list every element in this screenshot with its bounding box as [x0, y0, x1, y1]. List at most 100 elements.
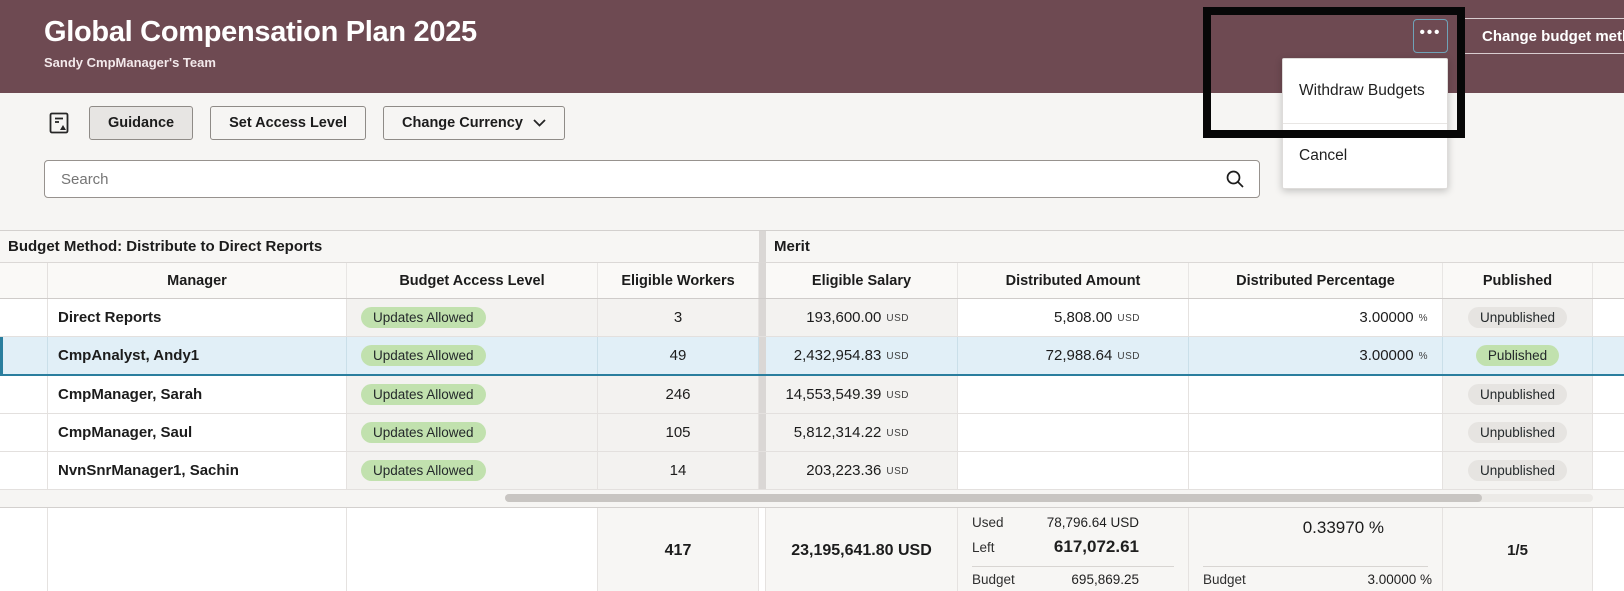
- change-currency-label: Change Currency: [402, 115, 523, 131]
- menu-item-cancel[interactable]: Cancel: [1299, 147, 1348, 164]
- manager-cell[interactable]: CmpManager, Saul: [48, 414, 347, 451]
- access-level-footer-cell: [347, 508, 598, 591]
- distributed-percentage-cell[interactable]: 3.00000%: [1189, 299, 1443, 336]
- eligible-workers-cell: 14: [598, 452, 759, 489]
- published-badge: Unpublished: [1467, 460, 1568, 481]
- table-row[interactable]: Direct Reports Updates Allowed 3 193,600…: [0, 299, 1624, 337]
- ellipsis-icon: •••: [1419, 24, 1442, 41]
- search-bar: [44, 160, 1260, 198]
- manager-cell[interactable]: NvnSnrManager1, Sachin: [48, 452, 347, 489]
- merit-group-label: Merit: [774, 238, 810, 255]
- left-value: 617,072.61: [1053, 537, 1139, 556]
- more-actions-button[interactable]: •••: [1413, 19, 1448, 53]
- access-level-cell: Updates Allowed: [347, 337, 598, 374]
- set-access-level-button[interactable]: Set Access Level: [210, 106, 367, 140]
- change-budget-method-button[interactable]: Change budget method: [1460, 18, 1624, 54]
- published-badge: Published: [1475, 345, 1560, 366]
- currency-suffix: USD: [1117, 313, 1140, 324]
- distributed-percentage-cell[interactable]: 3.00000%: [1189, 337, 1443, 374]
- page-subtitle: Sandy CmpManager's Team: [44, 55, 216, 70]
- change-currency-button[interactable]: Change Currency: [383, 106, 565, 140]
- distributed-amount-column-header[interactable]: Distributed Amount: [958, 263, 1189, 298]
- distributed-percentage-cell[interactable]: [1189, 414, 1443, 451]
- budget-label: Budget: [1203, 572, 1246, 587]
- total-eligible-workers: 417: [598, 508, 759, 591]
- table-row[interactable]: CmpAnalyst, Andy1 Updates Allowed 49 2,4…: [0, 337, 1624, 376]
- published-cell: Unpublished: [1443, 414, 1593, 451]
- eligible-salary-cell: 14,553,549.39 USD: [766, 376, 958, 413]
- column-group-header: Budget Method: Distribute to Direct Repo…: [0, 231, 1624, 263]
- used-label: Used: [972, 515, 1004, 530]
- published-badge: Unpublished: [1467, 422, 1568, 443]
- manager-cell[interactable]: CmpManager, Sarah: [48, 376, 347, 413]
- summary-divider: [1203, 566, 1428, 567]
- guidance-button[interactable]: Guidance: [89, 106, 194, 140]
- chevron-down-icon: [533, 119, 546, 127]
- search-icon[interactable]: [1225, 169, 1245, 189]
- access-level-badge: Updates Allowed: [361, 345, 486, 366]
- distributed-amount-cell[interactable]: [958, 414, 1189, 451]
- access-level-cell: Updates Allowed: [347, 452, 598, 489]
- manager-column-header[interactable]: Manager: [48, 263, 347, 298]
- totals-row: 417 23,195,641.80 USD Used 78,796.64 USD…: [0, 507, 1624, 591]
- access-level-cell: Updates Allowed: [347, 414, 598, 451]
- group-divider: [759, 508, 766, 591]
- row-selector-header: [0, 263, 48, 298]
- eligible-salary-column-header[interactable]: Eligible Salary: [766, 263, 958, 298]
- row-selector-cell[interactable]: [0, 376, 48, 413]
- row-selector-cell[interactable]: [0, 337, 48, 374]
- menu-item-withdraw-budgets[interactable]: Withdraw Budgets: [1299, 82, 1425, 99]
- table-row[interactable]: NvnSnrManager1, Sachin Updates Allowed 1…: [0, 452, 1624, 490]
- distributed-percentage-cell[interactable]: [1189, 452, 1443, 489]
- summary-divider: [972, 566, 1174, 567]
- eligible-salary-cell: 193,600.00 USD: [766, 299, 958, 336]
- group-divider: [759, 231, 766, 262]
- access-level-badge: Updates Allowed: [361, 460, 486, 481]
- total-distributed-percentage: 0.33970 %: [1302, 518, 1384, 537]
- distributed-amount-cell[interactable]: [958, 376, 1189, 413]
- eligible-workers-column-header[interactable]: Eligible Workers: [598, 263, 759, 298]
- scrollbar-track[interactable]: [505, 494, 1593, 502]
- distributed-percentage-cell[interactable]: [1189, 376, 1443, 413]
- row-selector-cell[interactable]: [0, 452, 48, 489]
- manager-cell[interactable]: CmpAnalyst, Andy1: [48, 337, 347, 374]
- row-selector-footer: [0, 508, 48, 591]
- guidance-panel-icon[interactable]: [46, 110, 72, 136]
- distributed-amount-cell[interactable]: 5,808.00 USD: [958, 299, 1189, 336]
- column-header-row: Manager Budget Access Level Eligible Wor…: [0, 263, 1624, 299]
- group-divider: [759, 452, 766, 489]
- published-column-header[interactable]: Published: [1443, 263, 1593, 298]
- used-value: 78,796.64 USD: [1046, 515, 1139, 530]
- access-level-cell: Updates Allowed: [347, 299, 598, 336]
- currency-suffix: USD: [1117, 351, 1140, 362]
- budget-method-group-label: Budget Method: Distribute to Direct Repo…: [8, 238, 323, 255]
- toolbar: Guidance Set Access Level Change Currenc…: [46, 106, 565, 140]
- published-ratio: 1/5: [1443, 508, 1593, 591]
- distributed-percentage-column-header[interactable]: Distributed Percentage: [1189, 263, 1443, 298]
- access-level-column-header[interactable]: Budget Access Level: [347, 263, 598, 298]
- spacer-cell: [1593, 452, 1624, 489]
- row-selector-cell[interactable]: [0, 414, 48, 451]
- manager-cell[interactable]: Direct Reports: [48, 299, 347, 336]
- currency-suffix: USD: [886, 390, 909, 401]
- distributed-amount-cell[interactable]: 72,988.64 USD: [958, 337, 1189, 374]
- eligible-salary-cell: 2,432,954.83 USD: [766, 337, 958, 374]
- published-cell: Unpublished: [1443, 452, 1593, 489]
- row-selector-cell[interactable]: [0, 299, 48, 336]
- page-header: Global Compensation Plan 2025 Sandy CmpM…: [0, 0, 1624, 93]
- budget-label: Budget: [972, 572, 1015, 587]
- group-divider: [759, 299, 766, 336]
- manager-footer-cell: [48, 508, 347, 591]
- table-row[interactable]: CmpManager, Sarah Updates Allowed 246 14…: [0, 376, 1624, 414]
- budget-table: Budget Method: Distribute to Direct Repo…: [0, 230, 1624, 591]
- distributed-amount-cell[interactable]: [958, 452, 1189, 489]
- scrollbar-thumb[interactable]: [505, 494, 1482, 502]
- spacer-footer-cell: [1593, 508, 1624, 591]
- menu-divider: [1283, 123, 1447, 124]
- distributed-amount-summary: Used 78,796.64 USD Left 617,072.61 Budge…: [958, 508, 1189, 591]
- group-divider: [759, 337, 766, 374]
- group-divider: [759, 263, 766, 298]
- search-input[interactable]: [45, 170, 1225, 188]
- table-row[interactable]: CmpManager, Saul Updates Allowed 105 5,8…: [0, 414, 1624, 452]
